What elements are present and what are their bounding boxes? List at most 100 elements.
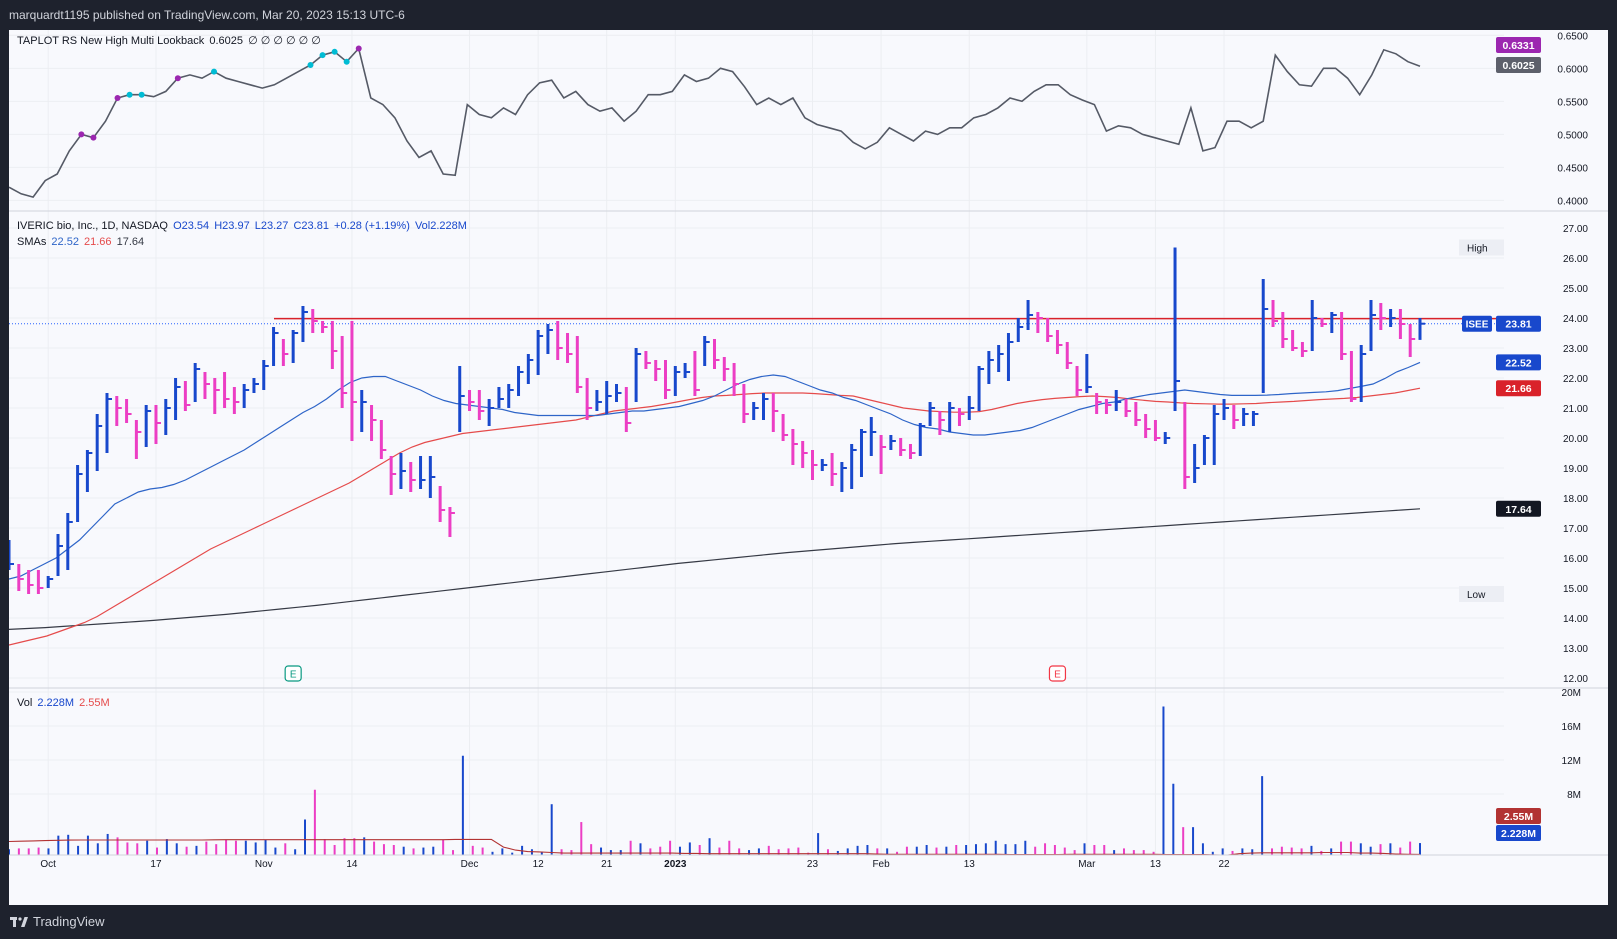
ohlc-bar[interactable] [183, 381, 191, 411]
ohlc-bar[interactable] [281, 339, 289, 366]
ohlc-bar[interactable] [350, 321, 357, 441]
ohlc-bar[interactable] [1173, 247, 1181, 412]
last-price-badge[interactable]: 23.81 [1496, 315, 1541, 332]
ohlc-bar[interactable] [17, 564, 24, 591]
ohlc-bar[interactable] [232, 387, 240, 414]
ohlc-bar[interactable] [458, 366, 465, 432]
ohlc-bar[interactable] [938, 411, 945, 435]
ohlc-bar[interactable] [889, 435, 896, 450]
ohlc-bar[interactable] [1104, 399, 1112, 414]
ohlc-bar[interactable] [957, 408, 965, 426]
ohlc-bar[interactable] [1379, 303, 1386, 330]
ohlc-bar[interactable] [1124, 399, 1132, 417]
chart-frame[interactable]: EEHigh26.35Low14.80 0.65000.60000.55000.… [7, 30, 1608, 905]
chart-canvas[interactable]: EEHigh26.35Low14.80 0.65000.60000.55000.… [7, 30, 1608, 905]
ohlc-bar[interactable] [918, 423, 926, 456]
ohlc-bar[interactable] [615, 384, 622, 402]
ohlc-bar[interactable] [252, 378, 259, 393]
ohlc-bar[interactable] [1055, 330, 1063, 354]
volume-badge[interactable]: 2.228M [1496, 825, 1541, 841]
indicator-badge-value[interactable]: 0.6025 [1496, 57, 1541, 73]
ohlc-bar[interactable] [95, 414, 103, 471]
ohlc-bar[interactable] [742, 384, 749, 423]
time-axis-bg[interactable] [9, 855, 1608, 905]
ohlc-bar[interactable] [1095, 393, 1102, 414]
ohlc-bar[interactable] [164, 399, 171, 435]
ohlc-bar[interactable] [830, 453, 838, 486]
ohlc-bar[interactable] [1222, 399, 1230, 420]
ohlc-bar[interactable] [801, 441, 808, 468]
ohlc-bar[interactable] [1036, 312, 1043, 333]
ohlc-bar[interactable] [1310, 300, 1318, 351]
ohlc-bar[interactable] [144, 405, 152, 447]
sma-50-line[interactable] [8, 387, 1421, 646]
ohlc-bar[interactable] [301, 306, 308, 342]
ohlc-bar[interactable] [1349, 351, 1357, 402]
ohlc-bar[interactable] [291, 330, 299, 363]
ohlc-bar[interactable] [1065, 342, 1073, 369]
sma-21-line[interactable] [8, 361, 1421, 580]
ohlc-bar[interactable] [879, 435, 887, 474]
ohlc-bar[interactable] [1408, 324, 1416, 357]
sma-legend[interactable]: SMAs 22.52 21.66 17.64 [17, 236, 146, 248]
ohlc-bar[interactable] [1046, 318, 1053, 342]
indicator-legend[interactable]: TAPLOT RS New High Multi Lookback 0.6025… [17, 34, 323, 47]
ohlc-bar[interactable] [468, 390, 475, 411]
ohlc-bar[interactable] [859, 429, 867, 477]
ohlc-bar[interactable] [1242, 408, 1249, 426]
ohlc-bar[interactable] [272, 327, 279, 366]
ohlc-bar[interactable] [1202, 435, 1210, 465]
ohlc-bar[interactable] [428, 456, 436, 498]
ohlc-bar[interactable] [1163, 432, 1171, 444]
ohlc-bar[interactable] [1026, 300, 1034, 330]
ohlc-bar[interactable] [987, 351, 994, 384]
ohlc-bar[interactable] [1300, 342, 1308, 357]
ohlc-bar[interactable] [899, 438, 906, 456]
ohlc-bar[interactable] [634, 348, 642, 402]
ohlc-bar[interactable] [311, 309, 318, 333]
ohlc-bar[interactable] [56, 534, 63, 576]
ohlc-bar[interactable] [526, 354, 534, 384]
ohlc-bar[interactable] [154, 405, 161, 444]
sma-200-line[interactable] [8, 508, 1421, 630]
ohlc-bar[interactable] [997, 345, 1004, 372]
indicator-badge-high[interactable]: 0.6331 [1496, 37, 1541, 53]
ohlc-bar[interactable] [419, 456, 426, 489]
ohlc-bar[interactable] [810, 450, 818, 480]
ohlc-bar[interactable] [1153, 420, 1161, 441]
ohlc-bar[interactable] [193, 363, 201, 402]
ohlc-bar[interactable] [105, 393, 112, 453]
ohlc-bar[interactable] [321, 321, 328, 333]
main-legend[interactable]: IVERIC bio, Inc., 1D, NASDAQ O23.54 H23.… [17, 220, 469, 232]
ohlc-bar[interactable] [771, 393, 779, 432]
ohlc-bar[interactable] [683, 363, 691, 378]
ohlc-bar[interactable] [566, 333, 573, 363]
ohlc-bar[interactable] [487, 399, 495, 426]
ohlc-bar[interactable] [66, 513, 73, 570]
ohlc-bar[interactable] [438, 486, 446, 522]
ohlc-bar[interactable] [928, 402, 936, 426]
ohlc-bar[interactable] [46, 576, 54, 588]
sma1-badge[interactable]: 22.52 [1496, 354, 1541, 371]
ohlc-bar[interactable] [36, 570, 44, 594]
ohlc-bar[interactable] [654, 360, 661, 381]
ohlc-bar[interactable] [213, 378, 220, 414]
ohlc-bar[interactable] [703, 336, 710, 366]
ohlc-bar[interactable] [556, 321, 563, 360]
ohlc-bar[interactable] [1183, 402, 1190, 489]
ohlc-bar[interactable] [330, 321, 338, 369]
ohlc-bar[interactable] [85, 450, 93, 492]
ohlc-bar[interactable] [340, 336, 348, 408]
ohlc-bar[interactable] [713, 339, 720, 369]
ohlc-bar[interactable] [1340, 312, 1347, 360]
ohlc-bar[interactable] [1144, 414, 1151, 438]
volume-ma-line[interactable] [8, 838, 1421, 856]
volume-legend[interactable]: Vol 2.228M 2.55M [17, 697, 112, 709]
ticker-price-badge[interactable]: ISEE [1462, 315, 1492, 332]
ohlc-bar[interactable] [1251, 411, 1259, 426]
ohlc-bar[interactable] [1075, 366, 1083, 396]
ohlc-bar[interactable] [1359, 345, 1367, 402]
ohlc-bar[interactable] [585, 378, 593, 420]
ohlc-bar[interactable] [908, 444, 916, 459]
tradingview-brand[interactable]: TradingView [10, 914, 105, 929]
